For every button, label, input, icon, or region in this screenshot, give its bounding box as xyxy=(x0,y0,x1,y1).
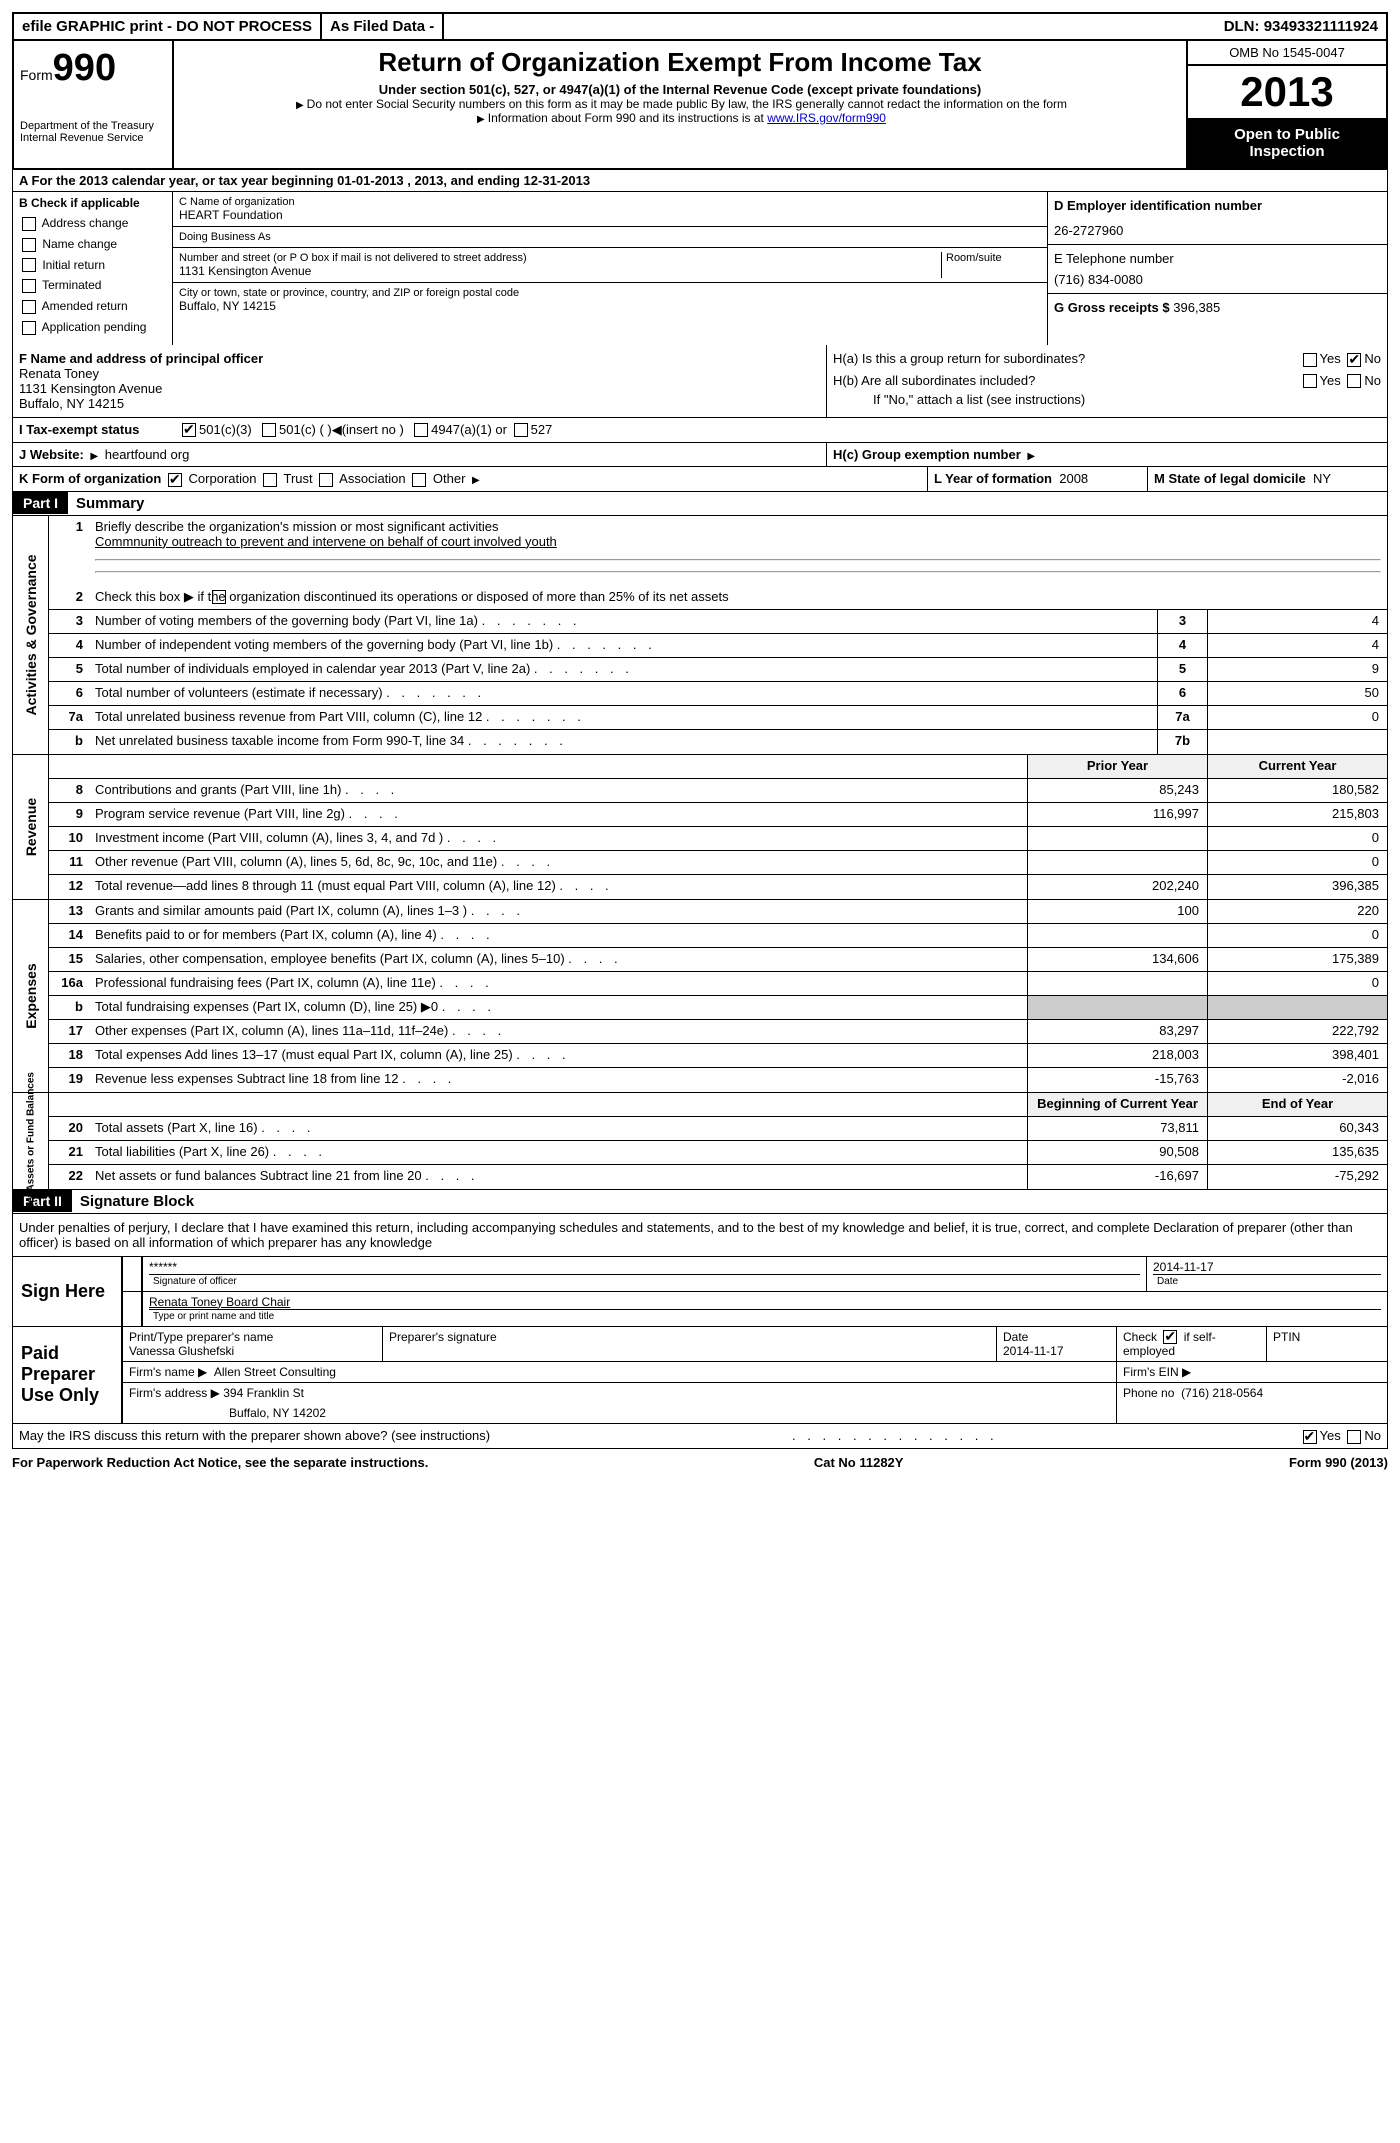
row-k: K Form of organization Corporation Trust… xyxy=(12,467,1388,492)
efile-notice: efile GRAPHIC print - DO NOT PROCESS xyxy=(14,14,322,39)
revenue-section: Revenue Prior Year Current Year 8Contrib… xyxy=(12,755,1388,900)
table-row: 18Total expenses Add lines 13–17 (must e… xyxy=(49,1044,1387,1068)
top-bar: efile GRAPHIC print - DO NOT PROCESS As … xyxy=(12,12,1388,41)
table-row: bNet unrelated business taxable income f… xyxy=(49,730,1387,754)
table-row: 15Salaries, other compensation, employee… xyxy=(49,948,1387,972)
checkbox-item: Initial return xyxy=(19,258,166,273)
checkbox-item: Address change xyxy=(19,216,166,231)
table-row: 10Investment income (Part VIII, column (… xyxy=(49,827,1387,851)
fh-row: F Name and address of principal officer … xyxy=(12,345,1388,418)
footer: For Paperwork Reduction Act Notice, see … xyxy=(12,1449,1388,1476)
table-row: bTotal fundraising expenses (Part IX, co… xyxy=(49,996,1387,1020)
table-row: 11Other revenue (Part VIII, column (A), … xyxy=(49,851,1387,875)
table-row: 14Benefits paid to or for members (Part … xyxy=(49,924,1387,948)
header-title: Return of Organization Exempt From Incom… xyxy=(174,41,1186,168)
table-row: 9Program service revenue (Part VIII, lin… xyxy=(49,803,1387,827)
table-row: 19Revenue less expenses Subtract line 18… xyxy=(49,1068,1387,1092)
section-bcde: B Check if applicable Address change Nam… xyxy=(12,192,1388,345)
col-c: C Name of organizationHEART Foundation D… xyxy=(173,192,1047,345)
col-h: H(a) Is this a group return for subordin… xyxy=(827,345,1387,417)
header-left: Form990 Department of the Treasury Inter… xyxy=(14,41,174,168)
part1-header: Part I Summary xyxy=(12,492,1388,516)
table-row: 17Other expenses (Part IX, column (A), l… xyxy=(49,1020,1387,1044)
row-jhc: J Website: heartfound org H(c) Group exe… xyxy=(12,443,1388,467)
table-row: 3Number of voting members of the governi… xyxy=(49,610,1387,634)
irs-link[interactable]: www.IRS.gov/form990 xyxy=(767,111,886,125)
col-f: F Name and address of principal officer … xyxy=(13,345,827,417)
table-row: 20Total assets (Part X, line 16) . . . .… xyxy=(49,1117,1387,1141)
table-row: 4Number of independent voting members of… xyxy=(49,634,1387,658)
table-row: 16aProfessional fundraising fees (Part I… xyxy=(49,972,1387,996)
col-de: D Employer identification number26-27279… xyxy=(1047,192,1387,345)
table-row: 5Total number of individuals employed in… xyxy=(49,658,1387,682)
as-filed: As Filed Data - xyxy=(322,14,444,39)
row-i: I Tax-exempt status 501(c)(3) 501(c) ( )… xyxy=(12,418,1388,443)
part2-header: Part II Signature Block xyxy=(12,1190,1388,1214)
col-b: B Check if applicable Address change Nam… xyxy=(13,192,173,345)
checkbox-item: Terminated xyxy=(19,278,166,293)
table-row: 12Total revenue—add lines 8 through 11 (… xyxy=(49,875,1387,899)
table-row: 8Contributions and grants (Part VIII, li… xyxy=(49,779,1387,803)
table-row: 7aTotal unrelated business revenue from … xyxy=(49,706,1387,730)
table-row: 13Grants and similar amounts paid (Part … xyxy=(49,900,1387,924)
expenses-section: Expenses 13Grants and similar amounts pa… xyxy=(12,900,1388,1093)
table-row: 21Total liabilities (Part X, line 26) . … xyxy=(49,1141,1387,1165)
header-right: OMB No 1545-0047 2013 Open to Public Ins… xyxy=(1186,41,1386,168)
checkbox-item: Amended return xyxy=(19,299,166,314)
form-header: Form990 Department of the Treasury Inter… xyxy=(12,41,1388,170)
checkbox-item: Application pending xyxy=(19,320,166,335)
dln: DLN: 93493321111924 xyxy=(1216,14,1386,39)
row-a: A For the 2013 calendar year, or tax yea… xyxy=(12,170,1388,192)
signature-block: Under penalties of perjury, I declare th… xyxy=(12,1214,1388,1449)
summary-governance: Activities & Governance 1 Briefly descri… xyxy=(12,516,1388,755)
table-row: 6Total number of volunteers (estimate if… xyxy=(49,682,1387,706)
checkbox-item: Name change xyxy=(19,237,166,252)
netassets-section: Net Assets or Fund Balances Beginning of… xyxy=(12,1093,1388,1190)
table-row: 22Net assets or fund balances Subtract l… xyxy=(49,1165,1387,1189)
